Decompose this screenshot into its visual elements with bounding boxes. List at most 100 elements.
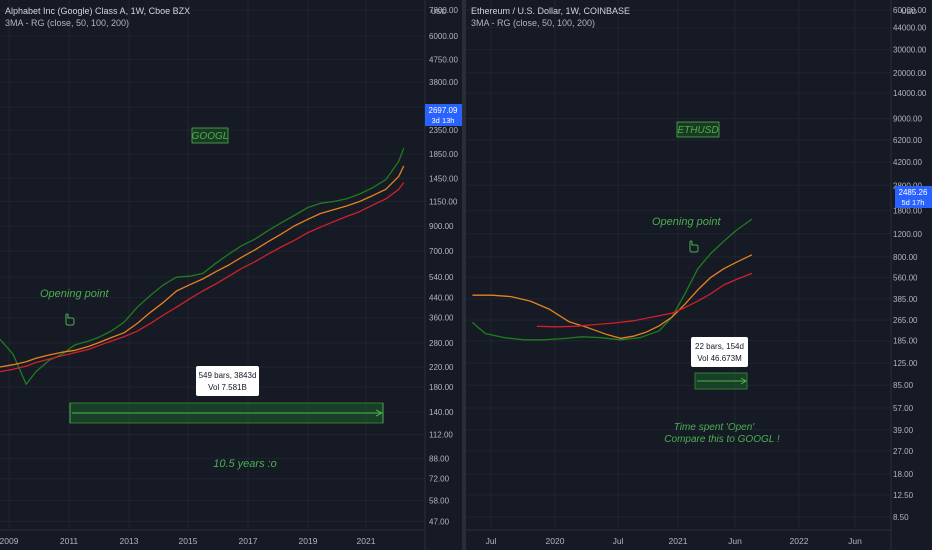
- y-tick-label: 12.50: [893, 491, 914, 500]
- indicator-label[interactable]: 3MA - RG (close, 50, 100, 200): [5, 18, 130, 28]
- note-line-2[interactable]: Compare this to GOOGL !: [664, 434, 780, 445]
- y-tick-label: 39.00: [893, 426, 914, 435]
- y-tick-label: 8.50: [893, 513, 909, 522]
- x-tick-label: 2009: [0, 536, 19, 546]
- x-tick-label: 2022: [790, 536, 809, 546]
- measure-vol-text: Vol 7.581B: [208, 383, 247, 392]
- y-tick-label: 440.00: [429, 294, 454, 303]
- y-tick-label: 1800.00: [893, 207, 922, 216]
- series-group: [471, 218, 753, 341]
- ticker-label: ETHUSD: [677, 125, 718, 136]
- ticker-label: GOOGL: [192, 131, 229, 142]
- hand-pointer-icon: [689, 240, 699, 253]
- y-tick-label: 60000.00: [893, 6, 927, 15]
- y-tick-label: 58.00: [429, 496, 450, 505]
- googl-chart[interactable]: 549 bars, 3843d Vol 7.581B GOOGL Opening…: [0, 0, 462, 550]
- y-tick-label: 1200.00: [893, 230, 922, 239]
- series-line-ma-100: [472, 254, 753, 339]
- y-tick-label: 385.00: [893, 295, 918, 304]
- x-tick-label: Jun: [728, 536, 742, 546]
- x-tick-label: 2020: [546, 536, 565, 546]
- y-tick-label: 7800.00: [429, 6, 458, 15]
- series-line-ma-200: [536, 272, 753, 328]
- ethusd-chart[interactable]: 22 bars, 154d Vol 46.673M ETHUSD Opening…: [466, 0, 932, 550]
- summary-label[interactable]: 10.5 years :o: [213, 458, 277, 470]
- y-tick-label: 1850.00: [429, 150, 458, 159]
- series-line-ma-50: [471, 218, 753, 341]
- opening-point-label[interactable]: Opening point: [652, 216, 721, 228]
- currency-label: USD: [431, 7, 447, 16]
- y-tick-label: 20000.00: [893, 69, 927, 78]
- y-tick-label: 72.00: [429, 475, 450, 484]
- currency-label: USD: [901, 7, 917, 16]
- y-tick-label: 185.00: [893, 337, 918, 346]
- y-tick-label: 265.00: [893, 316, 918, 325]
- ticker-label-box[interactable]: [676, 121, 720, 138]
- grid: [0, 0, 425, 530]
- x-tick-label: 2021: [357, 536, 376, 546]
- measure-arrow-head: [375, 409, 384, 417]
- y-tick-label: 700.00: [429, 247, 454, 256]
- pane-divider[interactable]: [462, 0, 466, 550]
- measure-bars-text: 22 bars, 154d: [695, 342, 744, 351]
- hand-pointer-icon: [65, 313, 75, 326]
- y-tick-label: 140.00: [429, 408, 454, 417]
- googl-chart-pane[interactable]: 549 bars, 3843d Vol 7.581B GOOGL Opening…: [0, 0, 462, 550]
- measure-vol-text: Vol 46.673M: [697, 354, 742, 363]
- measure-info-bg: [691, 337, 748, 367]
- symbol-title[interactable]: Alphabet Inc (Google) Class A, 1W, Cboe …: [5, 6, 191, 16]
- y-tick-label: 44000.00: [893, 24, 927, 33]
- x-tick-label: 2021: [669, 536, 688, 546]
- x-tick-label: 2011: [60, 536, 79, 546]
- price-axis[interactable]: 7800.006000.004750.003800.002950.002350.…: [424, 0, 458, 550]
- ethusd-chart-pane[interactable]: 22 bars, 154d Vol 46.673M ETHUSD Opening…: [466, 0, 932, 550]
- y-tick-label: 3800.00: [429, 78, 458, 87]
- y-tick-label: 6200.00: [893, 136, 922, 145]
- price-tag-countdown: 3d 13h: [432, 116, 455, 125]
- y-tick-label: 360.00: [429, 314, 454, 323]
- y-tick-label: 6000.00: [429, 32, 458, 41]
- y-tick-label: 4200.00: [893, 158, 922, 167]
- y-tick-label: 47.00: [429, 517, 450, 526]
- y-tick-label: 57.00: [893, 404, 914, 413]
- y-tick-label: 1450.00: [429, 174, 458, 183]
- x-tick-label: Jun: [848, 536, 862, 546]
- measure-info-bg: [196, 366, 259, 396]
- x-tick-label: 2019: [299, 536, 318, 546]
- ticker-label-box[interactable]: [191, 127, 229, 144]
- time-axis[interactable]: 2009 2011 2013 2015 2017 2019 2021: [0, 529, 425, 546]
- y-tick-label: 2350.00: [429, 126, 458, 135]
- price-tag[interactable]: [425, 104, 462, 126]
- y-tick-label: 1150.00: [429, 198, 458, 207]
- y-tick-label: 85.00: [893, 381, 914, 390]
- price-tag-value: 2485.26: [899, 188, 928, 197]
- y-tick-label: 560.00: [893, 273, 918, 282]
- measure-arrow-head: [740, 377, 747, 385]
- y-tick-label: 88.00: [429, 455, 450, 464]
- opening-point-label[interactable]: Opening point: [40, 288, 109, 300]
- series-group: [0, 147, 405, 385]
- series-line-ma-100: [0, 165, 405, 368]
- x-tick-label: 2015: [179, 536, 198, 546]
- y-tick-label: 14000.00: [893, 89, 927, 98]
- x-tick-label: Jul: [486, 536, 497, 546]
- time-axis[interactable]: Jul 2020 Jul 2021 Jun 2022 Jun: [466, 529, 891, 546]
- series-line-ma-200: [0, 182, 405, 373]
- x-tick-label: 2013: [120, 536, 139, 546]
- indicator-label[interactable]: 3MA - RG (close, 50, 100, 200): [471, 18, 596, 28]
- symbol-title[interactable]: Ethereum / U.S. Dollar, 1W, COINBASE: [471, 6, 631, 16]
- price-tag[interactable]: [895, 186, 932, 208]
- price-tag-countdown: 5d 17h: [902, 198, 925, 207]
- grid: [466, 0, 891, 530]
- price-axis[interactable]: 60000.00 44000.00 30000.00 20000.00 14000.00…: [890, 0, 927, 550]
- price-tag-value: 2697.09: [429, 106, 458, 115]
- x-tick-label: 2017: [239, 536, 258, 546]
- y-tick-label: 125.00: [893, 359, 918, 368]
- y-tick-label: 4750.00: [429, 56, 458, 65]
- x-tick-label: Jul: [613, 536, 624, 546]
- y-tick-label: 18.00: [893, 470, 914, 479]
- series-line-ma-50: [0, 147, 405, 385]
- y-tick-label: 220.00: [429, 363, 454, 372]
- measure-bars-text: 549 bars, 3843d: [199, 371, 257, 380]
- note-line-1[interactable]: Time spent 'Open': [674, 422, 756, 433]
